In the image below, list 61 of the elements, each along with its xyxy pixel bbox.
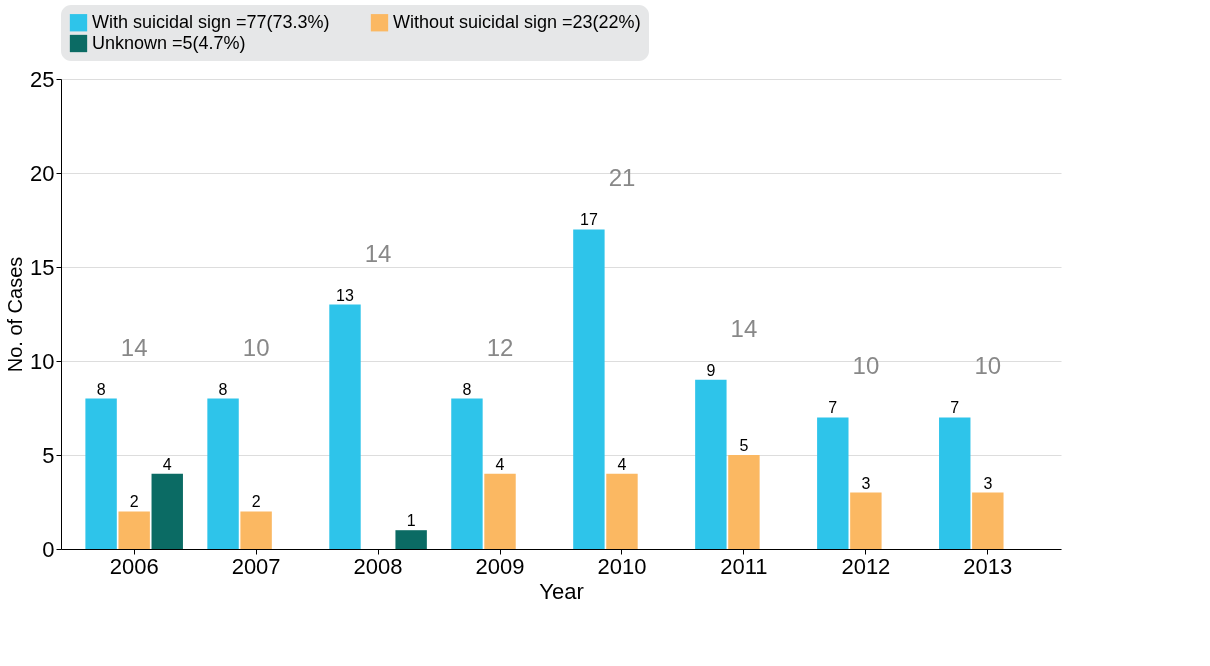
total-label: 14 [120,333,148,361]
data-label: 4 [162,455,172,473]
data-label: 3 [983,474,993,492]
x-tick-label: 2010 [597,553,647,579]
data-label: 2 [129,493,139,511]
total-label: 10 [242,333,270,361]
data-label: 4 [617,455,627,473]
x-tick-label: 2008 [353,553,403,579]
bar [606,473,638,549]
bar [573,229,605,549]
bar [240,511,272,549]
bar [451,398,483,549]
bar [939,417,971,549]
x-tick-label: 2006 [109,553,159,579]
data-label: 17 [580,211,598,229]
bar [85,398,117,549]
data-label: 5 [739,437,749,454]
x-tick-label: 2007 [231,553,281,579]
bar [207,398,239,549]
total-label: 14 [730,314,758,342]
x-tick-label: 2009 [475,553,525,579]
y-tick-label: 5 [42,442,55,468]
total-label: 21 [608,164,636,192]
y-tick-label: 25 [30,66,55,92]
bar [728,455,760,549]
legend-label: Unknown =5(4.7%) [92,32,246,53]
x-tick-label: 2011 [720,553,768,579]
bar [695,379,727,549]
bar [118,511,150,549]
x-tick-label: 2012 [841,553,891,579]
data-label: 2 [251,493,261,511]
bar [329,304,361,549]
bar [484,473,516,549]
data-label: 4 [495,455,505,473]
data-label: 7 [950,399,960,417]
y-tick-label: 15 [30,254,55,280]
bar [151,473,183,549]
data-label: 9 [706,361,716,379]
legend-label: With suicidal sign =77(73.3%) [92,11,330,32]
y-axis-title: No. of Cases [4,256,27,373]
data-label: 7 [828,399,838,417]
x-tick-label: 2013 [963,553,1013,579]
data-label: 13 [336,286,354,304]
bar [972,492,1004,549]
y-tick-label: 10 [30,348,55,374]
x-axis-title: Year [539,578,584,604]
y-tick-label: 20 [30,160,55,186]
total-label: 10 [974,352,1002,380]
bar [850,492,882,549]
data-label: 8 [96,380,106,398]
data-label: 8 [462,380,472,398]
total-label: 12 [486,333,514,361]
y-tick-label: 0 [42,536,55,562]
total-label: 14 [364,239,392,267]
data-label: 8 [218,380,228,398]
total-label: 10 [852,352,880,380]
bar [817,417,849,549]
bar [395,530,427,549]
data-label: 1 [406,512,416,530]
data-label: 3 [861,474,871,492]
legend-label: Without suicidal sign =23(22%) [393,11,641,32]
